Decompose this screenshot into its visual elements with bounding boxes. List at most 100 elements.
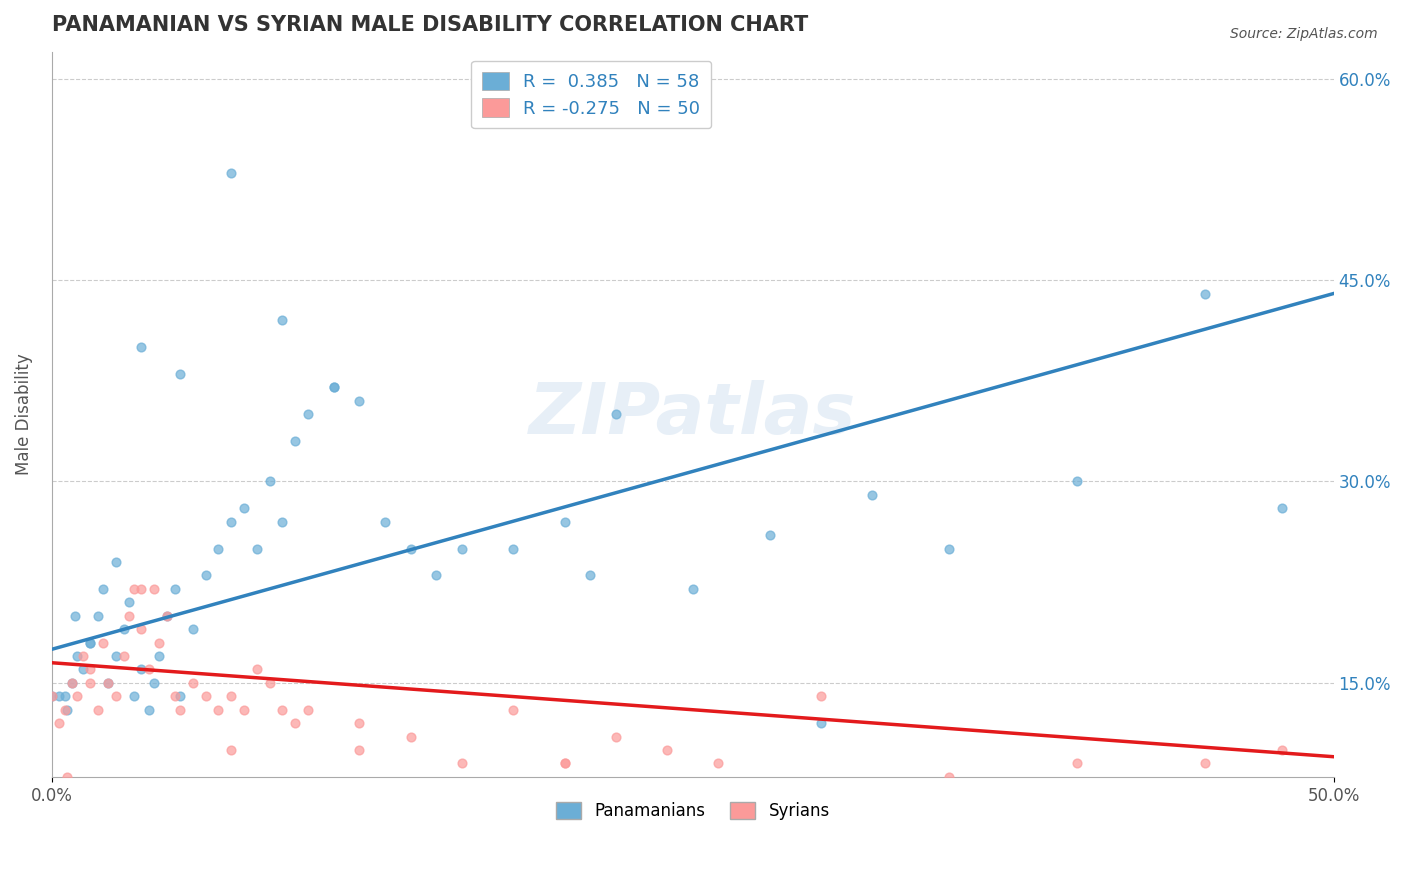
Point [148, 635, 170, 649]
Point [219, 166, 242, 180]
Point [271, 703, 294, 717]
Point [60, 676, 83, 690]
Point [122, 690, 145, 704]
Point [48, 690, 70, 704]
Point [938, 541, 960, 556]
Point [79, 635, 101, 649]
Point [143, 676, 166, 690]
Point [259, 676, 281, 690]
Point [118, 608, 141, 623]
Point [810, 716, 832, 731]
Point [143, 582, 166, 596]
Point [66, 690, 89, 704]
Point [181, 676, 204, 690]
Point [79, 676, 101, 690]
Point [122, 582, 145, 596]
Point [163, 582, 186, 596]
Point [41, 690, 63, 704]
Point [97, 676, 120, 690]
Point [87, 608, 110, 623]
Point [87, 703, 110, 717]
Point [1194, 286, 1216, 301]
Point [246, 663, 269, 677]
Point [284, 716, 307, 731]
Point [91, 582, 114, 596]
Point [91, 635, 114, 649]
Point [219, 515, 242, 529]
Y-axis label: Male Disability: Male Disability [15, 353, 32, 475]
Point [118, 595, 141, 609]
Point [297, 408, 319, 422]
Point [169, 367, 191, 381]
Point [79, 635, 101, 649]
Point [60, 676, 83, 690]
Point [758, 528, 780, 542]
Point [707, 756, 730, 771]
Point [138, 703, 160, 717]
Point [605, 408, 627, 422]
Point [271, 313, 294, 327]
Point [131, 340, 153, 354]
Point [860, 488, 883, 502]
Point [104, 555, 127, 569]
Point [112, 648, 135, 663]
Point [219, 743, 242, 757]
Point [1194, 756, 1216, 771]
Point [682, 582, 704, 596]
Point [97, 676, 120, 690]
Point [104, 690, 127, 704]
Point [938, 770, 960, 784]
Text: ZIPatlas: ZIPatlas [529, 380, 856, 449]
Point [605, 730, 627, 744]
Point [297, 703, 319, 717]
Point [131, 622, 153, 636]
Point [63, 608, 86, 623]
Point [207, 541, 229, 556]
Point [156, 608, 179, 623]
Point [655, 743, 678, 757]
Point [502, 703, 524, 717]
Point [138, 663, 160, 677]
Legend: Panamanians, Syrians: Panamanians, Syrians [550, 795, 837, 827]
Point [41, 690, 63, 704]
Point [169, 703, 191, 717]
Point [194, 568, 217, 582]
Point [374, 515, 396, 529]
Point [131, 582, 153, 596]
Point [399, 730, 422, 744]
Point [156, 608, 179, 623]
Point [169, 690, 191, 704]
Point [349, 393, 371, 408]
Point [322, 380, 344, 394]
Point [66, 648, 89, 663]
Point [219, 690, 242, 704]
Point [72, 648, 94, 663]
Point [112, 622, 135, 636]
Point [451, 541, 474, 556]
Point [1066, 475, 1088, 489]
Point [194, 690, 217, 704]
Point [72, 663, 94, 677]
Point [53, 690, 76, 704]
Point [246, 541, 269, 556]
Point [425, 568, 447, 582]
Point [284, 434, 307, 449]
Point [579, 568, 602, 582]
Point [451, 756, 474, 771]
Point [1066, 756, 1088, 771]
Point [810, 690, 832, 704]
Point [181, 622, 204, 636]
Point [48, 716, 70, 731]
Point [502, 541, 524, 556]
Point [104, 648, 127, 663]
Point [79, 663, 101, 677]
Point [233, 703, 256, 717]
Text: Source: ZipAtlas.com: Source: ZipAtlas.com [1230, 27, 1378, 41]
Point [56, 703, 79, 717]
Point [148, 648, 170, 663]
Point [271, 515, 294, 529]
Point [1271, 501, 1294, 516]
Point [349, 743, 371, 757]
Point [553, 756, 575, 771]
Point [399, 541, 422, 556]
